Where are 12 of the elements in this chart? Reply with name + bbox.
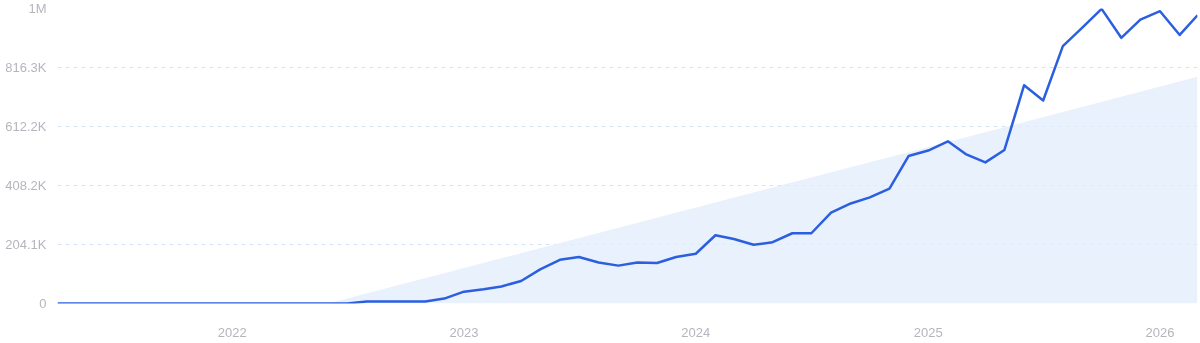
x-tick-label: 2026 — [1145, 324, 1175, 340]
y-tick-label: 816.3K — [5, 60, 47, 76]
y-tick-label: 408.2K — [5, 177, 47, 193]
y-tick-label: 1M — [28, 1, 47, 16]
x-tick-label: 2024 — [681, 324, 711, 340]
y-tick-label: 0 — [39, 296, 47, 311]
x-tick-label: 2022 — [217, 324, 247, 340]
y-tick-label: 204.1K — [5, 236, 47, 252]
line-series — [57, 8, 1198, 304]
x-tick-label: 2025 — [913, 324, 943, 340]
y-tick-label: 612.2K — [5, 119, 47, 135]
x-tick-label: 2023 — [449, 324, 479, 340]
